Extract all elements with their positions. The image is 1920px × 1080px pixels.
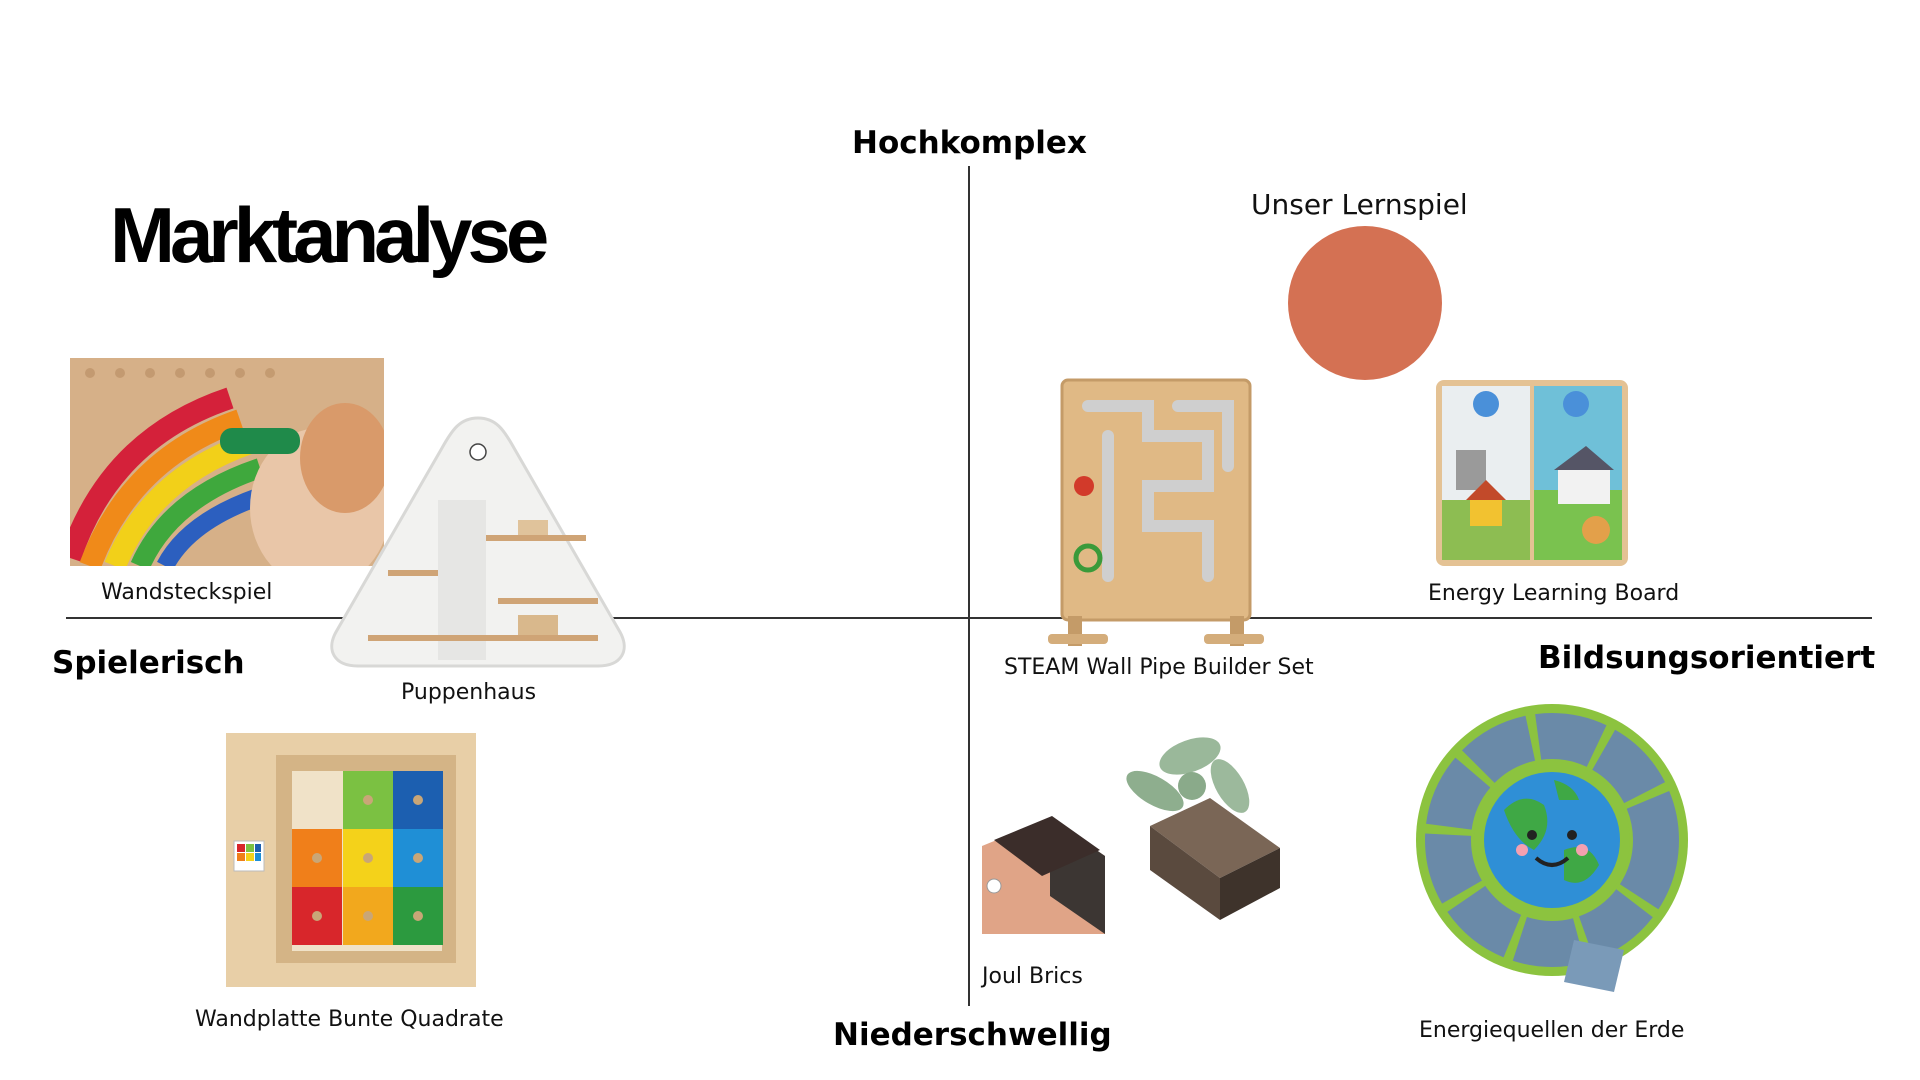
label-wandplatte: Wandplatte Bunte Quadrate [195, 1007, 504, 1032]
page-title: Marktanalyse [110, 191, 549, 279]
axis-label-right: Bildsungsorientiert [1538, 640, 1876, 676]
joul-brics-photo [980, 706, 1290, 938]
axis-label-top: Hochkomplex [852, 125, 1087, 161]
highlight-label: Unser Lernspiel [1251, 188, 1468, 221]
axis-label-left: Spielerisch [52, 645, 245, 681]
vertical-axis [968, 166, 970, 1006]
axis-label-bottom: Niederschwellig [833, 1017, 1112, 1053]
pipe-builder-photo [1048, 376, 1264, 648]
color-squares-board-photo [226, 733, 476, 987]
earth-puzzle-photo [1414, 700, 1690, 996]
label-energiequellen: Energiequellen der Erde [1419, 1018, 1685, 1043]
triangle-dollhouse-photo [328, 410, 628, 670]
label-energy-board: Energy Learning Board [1428, 581, 1680, 606]
label-steam-pipe: STEAM Wall Pipe Builder Set [1004, 655, 1314, 680]
label-joul-brics: Joul Brics [982, 964, 1083, 989]
label-puppenhaus: Puppenhaus [401, 680, 537, 705]
energy-board-photo [1436, 380, 1628, 566]
label-wandsteckspiel: Wandsteckspiel [101, 580, 273, 605]
peg-board-photo [70, 358, 384, 566]
highlight-dot [1288, 226, 1442, 380]
